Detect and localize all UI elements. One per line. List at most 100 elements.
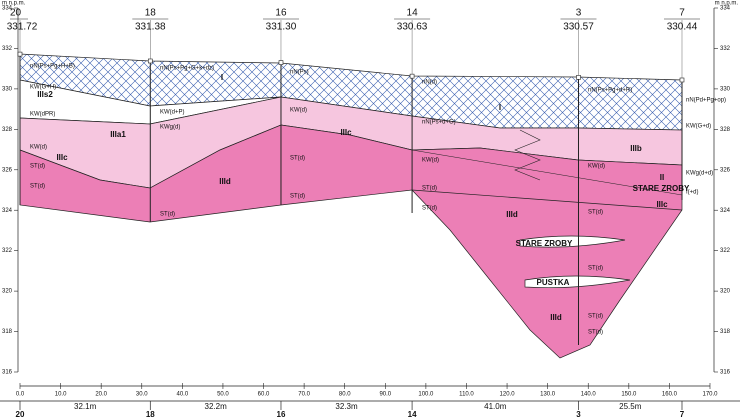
y-tick-label: 330 xyxy=(720,86,731,92)
x-tick-label: 140.0 xyxy=(581,392,597,398)
x-tick-label: 0.0 xyxy=(16,392,25,398)
x-tick-label: 70.0 xyxy=(298,392,310,398)
layer-label: IIIc xyxy=(656,200,668,209)
lithology-label: nN(Ps+Pg+G+k+dz) xyxy=(160,66,214,72)
x-tick-label: 110.0 xyxy=(459,392,474,398)
layer-label: IIIb xyxy=(630,144,642,153)
distance: 25.5m xyxy=(619,402,642,411)
layer-label: IIId xyxy=(219,177,231,186)
lithology-label: nN(Ps+Pg+d+R) xyxy=(588,88,632,94)
layer-label: II xyxy=(660,173,664,182)
layer-label: PUSTKA xyxy=(537,278,570,287)
boundary xyxy=(411,189,683,211)
lithology-label: ST(d) xyxy=(588,330,603,336)
distance: 41.0m xyxy=(484,402,507,411)
lithology-label: nN(Ps+Pg+H+B) xyxy=(30,64,75,70)
borehole-elevation: 330.63 xyxy=(397,22,428,33)
lithology-label: ST(d) xyxy=(588,314,603,320)
layer-label: IIId xyxy=(550,313,562,322)
y-tick-label: 318 xyxy=(2,329,13,335)
lithology-label: KW(d+P) xyxy=(160,110,185,116)
lithology-label: ST(d) xyxy=(588,266,603,272)
lithology-label: I(+d) xyxy=(686,190,699,196)
y-tick-label: 322 xyxy=(720,248,731,254)
borehole-top xyxy=(409,73,415,79)
layer-label: IIId xyxy=(506,210,518,219)
lithology-label: ST(d) xyxy=(588,210,603,216)
y-tick-label: 324 xyxy=(720,208,731,214)
borehole-elevation: 330.44 xyxy=(667,22,698,33)
lens-pustka xyxy=(524,275,631,289)
table-name: 7 xyxy=(680,410,685,419)
borehole-top xyxy=(17,51,23,57)
y-tick-label: 326 xyxy=(720,167,731,173)
lithology-label: KWg(d+d) xyxy=(686,171,713,177)
borehole-elevation: 331.30 xyxy=(266,22,297,33)
table-name: 20 xyxy=(16,410,25,419)
table-name: 16 xyxy=(277,410,286,419)
distance: 32.2m xyxy=(205,402,228,411)
borehole-elevation: 331.72 xyxy=(7,22,38,33)
y-tick-label: 334 xyxy=(2,6,13,12)
lithology-label: ST(d) xyxy=(290,156,305,162)
y-tick-label: 330 xyxy=(2,86,13,92)
borehole-name: 16 xyxy=(275,8,287,19)
lithology-label: KW(d) xyxy=(290,108,307,114)
layer-label: STARE ZROBY xyxy=(516,239,573,248)
y-tick-label: 318 xyxy=(720,329,731,335)
lithology-label: KW(dPR) xyxy=(30,112,55,118)
fault-zigzag xyxy=(514,129,541,181)
y-tick-label: 322 xyxy=(2,248,13,254)
borehole-name: 18 xyxy=(145,8,157,19)
lithology-label: ST(d) xyxy=(422,186,437,192)
lithology-label: ST(d) xyxy=(30,184,45,190)
x-tick-label: 30.0 xyxy=(136,392,148,398)
y-tick-label: 324 xyxy=(2,208,13,214)
x-tick-label: 40.0 xyxy=(177,392,189,398)
x-tick-label: 120.0 xyxy=(500,392,516,398)
borehole-top xyxy=(679,77,685,83)
x-tick-label: 10.0 xyxy=(55,392,67,398)
lithology-label: KW(d) xyxy=(588,164,605,170)
lithology-label: nN(d) xyxy=(422,80,437,86)
y-tick-label: 334 xyxy=(720,6,731,12)
x-tick-label: 20.0 xyxy=(95,392,107,398)
borehole-name: 14 xyxy=(407,8,419,19)
layer-label: IIIa1 xyxy=(110,130,126,139)
y-tick-label: 328 xyxy=(720,127,731,133)
axis-title: m n.p.m. xyxy=(2,1,26,7)
borehole-name: 7 xyxy=(679,8,685,19)
borehole-top xyxy=(576,75,581,80)
layer-label: STARE ZROBY xyxy=(633,184,690,193)
y-tick-label: 332 xyxy=(2,46,13,52)
y-tick-label: 320 xyxy=(720,289,731,295)
lithology-label: nN(Pd+Pg+op) xyxy=(686,98,726,104)
layer-label: IIIc xyxy=(56,153,68,162)
y-tick-label: 316 xyxy=(2,370,13,376)
layer-label: IIIc xyxy=(340,128,352,137)
lithology-label: KW(d) xyxy=(422,158,439,164)
y-tick-label: 328 xyxy=(2,127,13,133)
x-tick-label: 170.0 xyxy=(702,392,718,398)
lithology-label: ST(d) xyxy=(422,206,437,212)
lithology-label: nN(Ps+d+G) xyxy=(422,120,456,126)
borehole-top xyxy=(278,60,284,65)
lithology-label: KW(G+H) xyxy=(30,85,56,91)
x-tick-label: 50.0 xyxy=(217,392,229,398)
lithology-label: ST(d) xyxy=(160,212,175,218)
y-tick-label: 332 xyxy=(720,46,731,52)
lithology-label: KW(d) xyxy=(30,145,47,151)
distance: 32.1m xyxy=(74,402,97,411)
x-tick-label: 100.0 xyxy=(418,392,434,398)
boundary xyxy=(411,149,683,196)
layer-label: I xyxy=(221,73,223,82)
layer-label: IIIs2 xyxy=(37,90,53,99)
borehole-name: 20 xyxy=(10,8,22,19)
table-name: 3 xyxy=(576,410,581,419)
x-tick-label: 60.0 xyxy=(258,392,270,398)
x-tick-label: 150.0 xyxy=(621,392,637,398)
lithology-label: nN(Ps) xyxy=(290,70,309,76)
x-tick-label: 80.0 xyxy=(339,392,351,398)
